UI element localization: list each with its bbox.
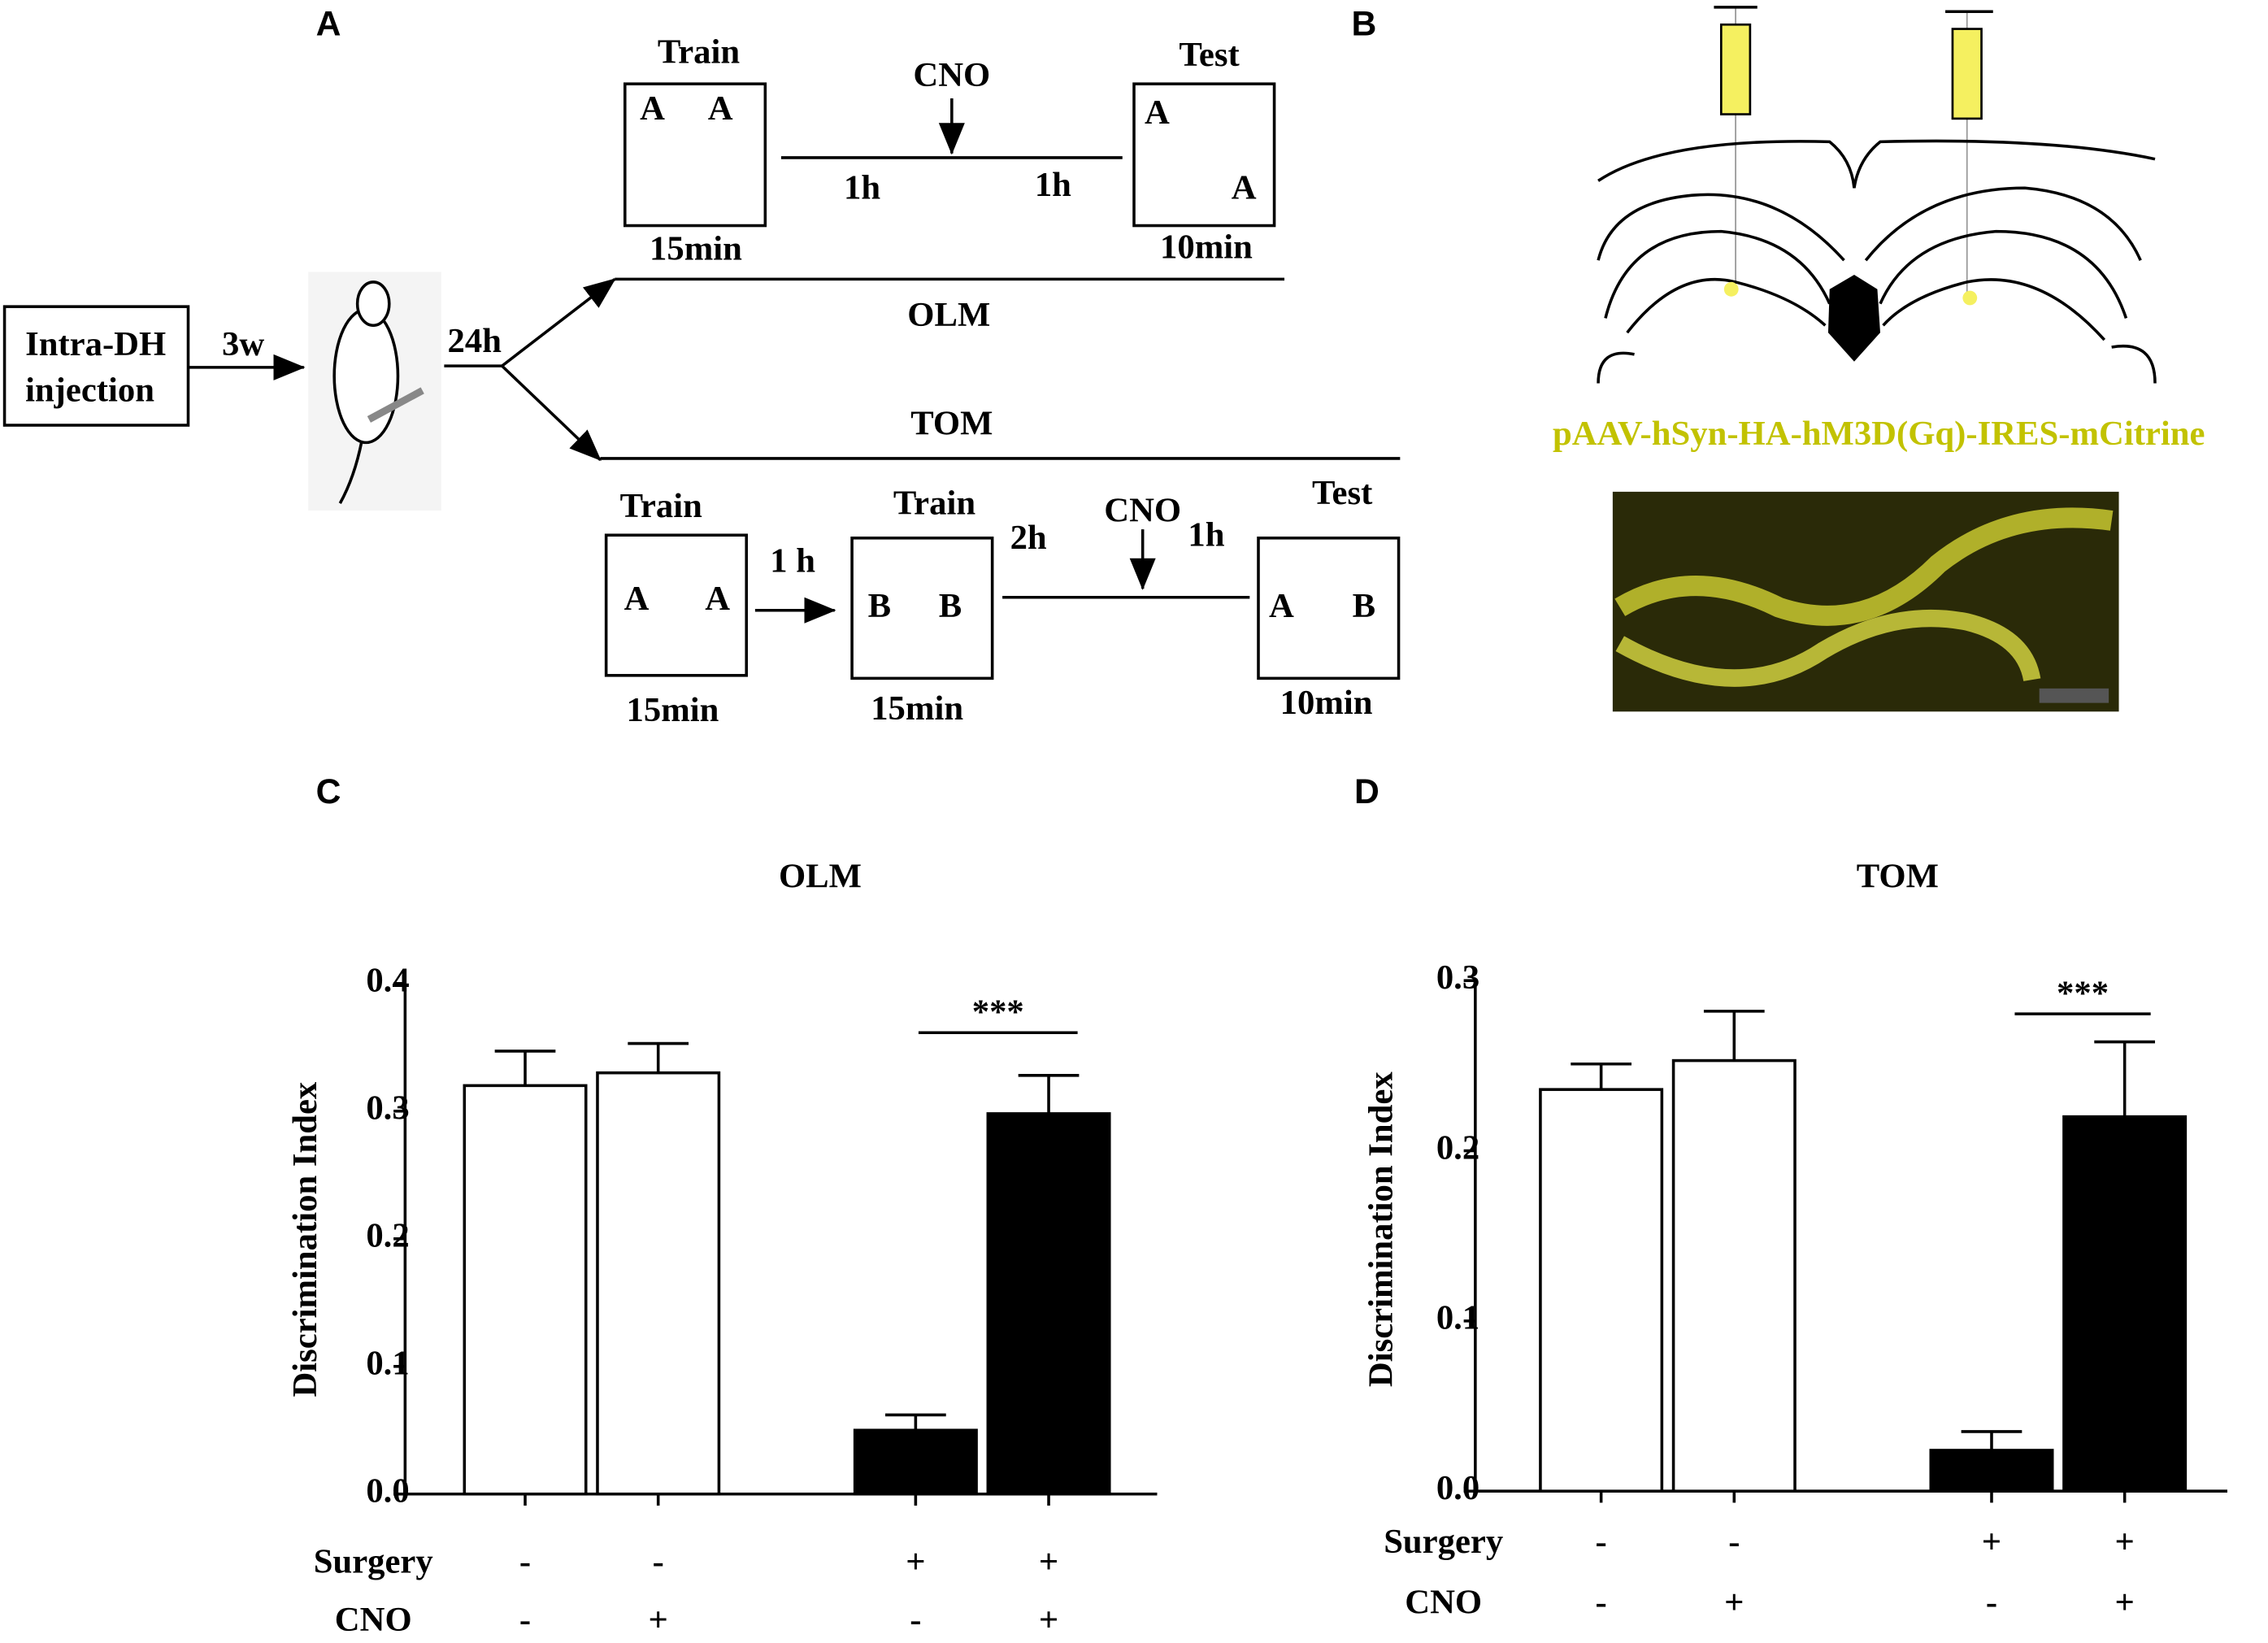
panel-label: C [316,772,341,811]
y-tick-label: 0.4 [366,962,409,1000]
row-value: + [1982,1523,2001,1561]
interval: 1 h [770,542,815,580]
row-value: + [2114,1584,2134,1622]
row-label: CNO [335,1601,412,1639]
object: A [624,580,650,618]
panel-label: D [1354,772,1379,811]
row-value: - [653,1543,664,1581]
brain-schematic [1597,6,2157,384]
bar [986,1112,1111,1496]
arena [1132,82,1276,228]
delay-label: 3w [222,325,264,363]
row-label: Surgery [1384,1523,1503,1561]
row-value: + [1039,1601,1058,1639]
drug-label: CNO [1104,491,1181,529]
phase-title: Test [1179,36,1240,74]
object: B [1353,587,1375,625]
row-value: - [1728,1523,1740,1561]
object: A [705,580,730,618]
bar [463,1084,588,1496]
phase-title: Train [893,484,975,522]
row-value: + [906,1543,925,1581]
row-value: - [519,1601,531,1639]
row-value: - [1596,1584,1607,1622]
delay-label: 24h [448,322,502,360]
interval: 1h [1188,516,1224,554]
row-value: + [649,1601,668,1639]
fluorescence-image [1612,491,2119,712]
duration: 15min [650,229,742,267]
y-tick-label: 0.1 [366,1345,409,1383]
object: B [939,587,962,625]
phase-title: Train [620,487,702,525]
bar [1539,1088,1664,1493]
row-value: - [519,1543,531,1581]
bar [853,1428,978,1496]
row-value: - [1596,1523,1607,1561]
duration: 15min [627,691,719,729]
injection-box [2,305,190,427]
row-value: + [1039,1543,1058,1581]
object: A [1145,93,1170,132]
y-tick-label: 0.1 [1436,1299,1479,1337]
row-label: CNO [1405,1584,1482,1622]
y-tick-label: 0.0 [366,1472,409,1510]
phase-title: Test [1312,474,1373,512]
row-value: + [2114,1523,2134,1561]
object: A [708,89,733,128]
y-tick-label: 0.2 [366,1217,409,1255]
phase-title: Train [658,33,740,71]
arena [1257,537,1401,680]
significance-label: *** [2057,975,2109,1013]
bar [2062,1115,2188,1493]
mouse [308,272,441,511]
interval: 1h [1035,166,1071,204]
arrow [501,364,602,462]
arena [850,537,994,680]
interval: 1h [844,169,880,207]
y-tick-label: 0.0 [1436,1469,1479,1507]
injection-text: Intra-DH [25,325,166,363]
arena [604,533,748,677]
bar [1671,1058,1797,1493]
row-label: Surgery [314,1543,433,1581]
y-tick-label: 0.2 [1436,1128,1479,1167]
duration: 10min [1160,228,1253,267]
panel-label: B [1351,4,1376,43]
panel-label: A [316,4,341,43]
row-value: - [1986,1584,1997,1622]
significance-label: *** [972,993,1024,1032]
chart-title: TOM [1857,857,1939,895]
task-label: TOM [910,405,993,443]
chart-title: OLM [779,857,862,895]
object: B [868,587,891,625]
bar [596,1071,721,1496]
y-tick-label: 0.3 [1436,958,1479,997]
construct-label: pAAV-hSyn-HA-hM3D(Gq)-IRES-mCitrine [1553,415,2205,453]
object: A [640,89,665,128]
interval: 2h [1010,519,1047,557]
task-label: OLM [907,296,990,334]
row-value: - [910,1601,921,1639]
y-axis-label: Discrimination Index [1362,1071,1401,1387]
injection-text: injection [25,372,154,410]
y-tick-label: 0.3 [366,1089,409,1128]
bar [1929,1449,2054,1493]
panel-a: Intra-DH injection 3w 24h OLM TOM Train … [2,33,1401,729]
arrow [501,277,616,367]
duration: 10min [1280,684,1373,722]
y-axis-label: Discrimination Index [286,1081,324,1397]
object: A [1232,169,1257,207]
arena [623,82,767,228]
duration: 15min [871,689,963,728]
drug-label: CNO [913,56,990,94]
row-value: + [1724,1584,1744,1622]
panel-b: pAAV-hSyn-HA-hM3D(Gq)-IRES-mCitrine [1553,6,2205,712]
object: A [1269,587,1294,625]
